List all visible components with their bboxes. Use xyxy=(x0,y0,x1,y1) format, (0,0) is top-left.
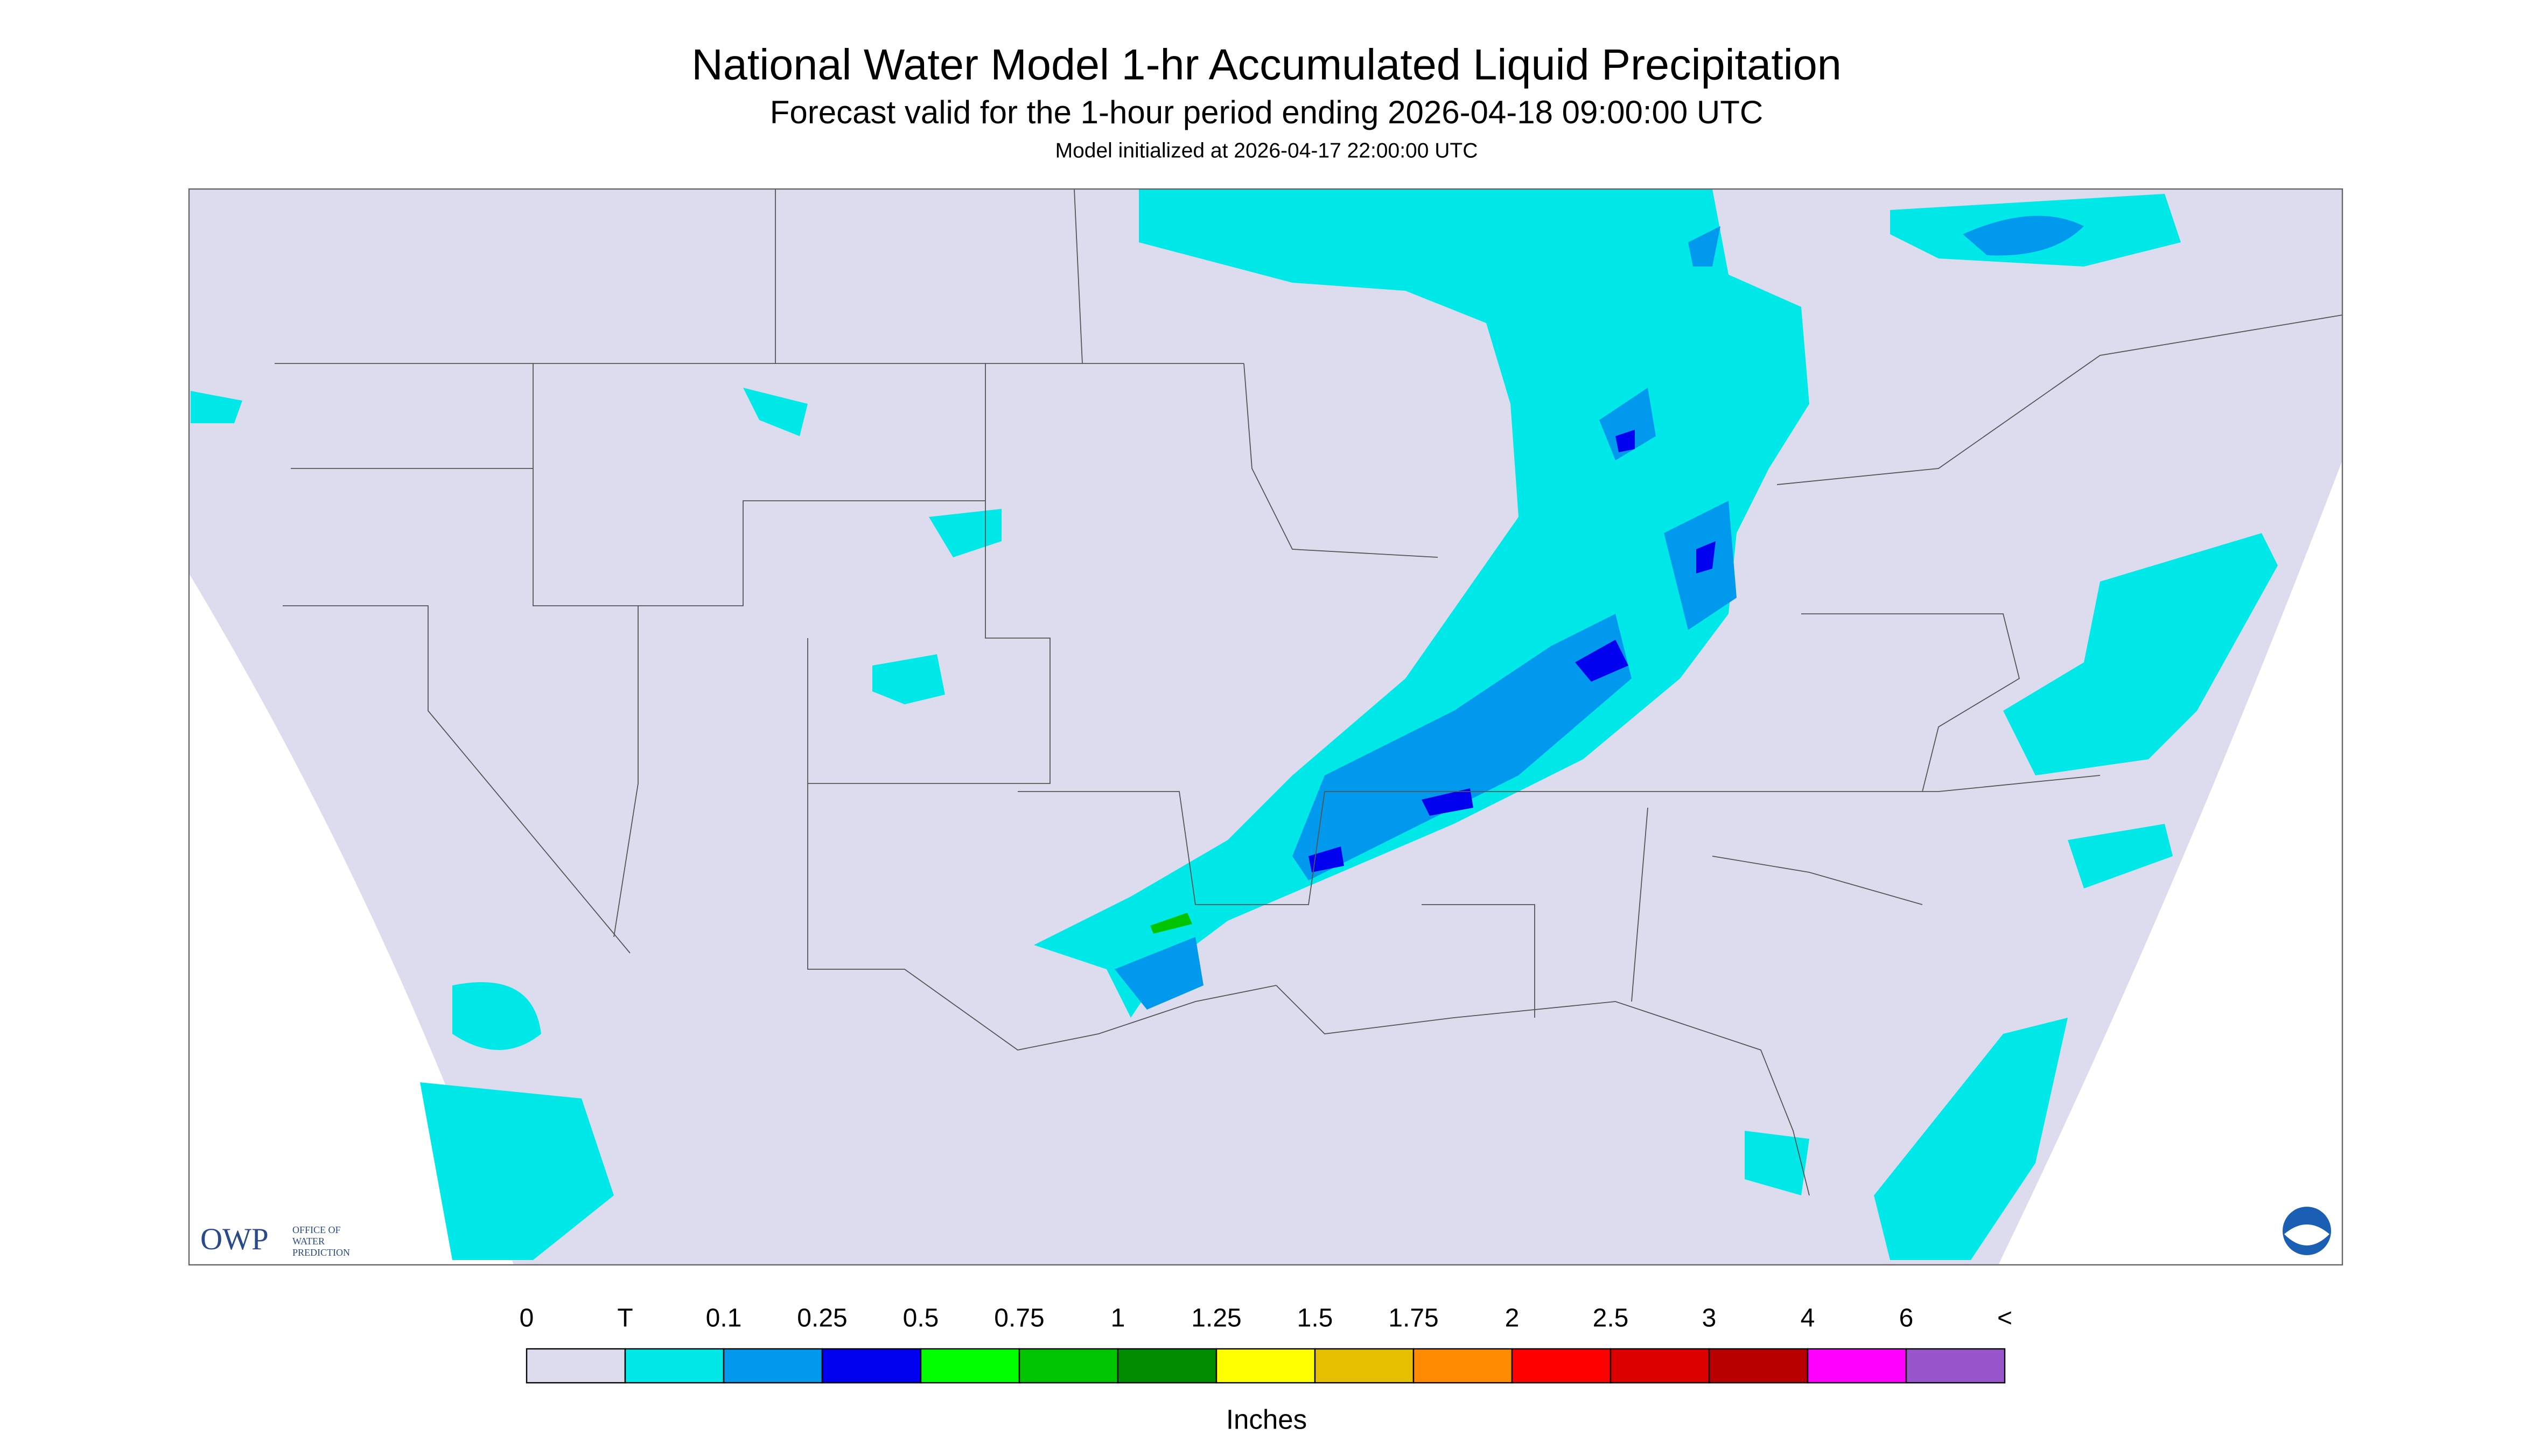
legend: 0 T 0.1 0.25 0.5 0.75 1 1.25 1.5 1.75 2 2.5 3 4 6 < xyxy=(520,1304,2012,1384)
legend-swatch xyxy=(1807,1348,1907,1384)
model-domain xyxy=(189,189,2342,1265)
legend-swatch xyxy=(1511,1348,1612,1384)
legend-swatch xyxy=(1412,1348,1513,1384)
precip-heavy xyxy=(1150,913,1192,934)
legend-swatch xyxy=(1708,1348,1809,1384)
legend-swatch xyxy=(1018,1348,1119,1384)
logo-owp: OWP xyxy=(200,1222,269,1256)
legend-label: 1.5 xyxy=(1297,1304,1333,1333)
title: National Water Model 1-hr Accumulated Li… xyxy=(691,40,1842,89)
legend-swatch xyxy=(1905,1348,2006,1384)
precip-moderate xyxy=(1309,430,1716,873)
legend-label: 4 xyxy=(1801,1304,1815,1333)
legend-swatch xyxy=(1610,1348,1710,1384)
legend-label: 1.25 xyxy=(1191,1304,1241,1333)
map: OWP OFFICE OF WATER PREDICTION xyxy=(188,188,2343,1266)
legend-label: 1 xyxy=(1111,1304,1125,1333)
legend-label: 2.5 xyxy=(1593,1304,1629,1333)
legend-unit: Inches xyxy=(1226,1404,1307,1434)
legend-label: 1.75 xyxy=(1388,1304,1438,1333)
legend-swatch xyxy=(1314,1348,1415,1384)
legend-label: 6 xyxy=(1899,1304,1914,1333)
legend-swatch xyxy=(624,1348,725,1384)
subtitle: Forecast valid for the 1-hour period end… xyxy=(770,94,1763,130)
logo-text: PREDICTION xyxy=(292,1247,350,1258)
legend-label: T xyxy=(617,1304,633,1333)
legend-swatch xyxy=(1215,1348,1316,1384)
legend-label: 3 xyxy=(1702,1304,1717,1333)
legend-swatch xyxy=(526,1348,626,1384)
precip-light xyxy=(1115,215,2084,1010)
borders xyxy=(275,188,2343,1196)
legend-label: 0.5 xyxy=(903,1304,939,1333)
legend-label: 0 xyxy=(520,1304,534,1333)
legend-label: < xyxy=(1997,1304,2012,1333)
legend-swatch xyxy=(723,1348,823,1384)
legend-swatch xyxy=(821,1348,922,1384)
legend-label: 0.25 xyxy=(797,1304,847,1333)
logo-text: WATER xyxy=(292,1236,325,1247)
init-note: Model initialized at 2026-04-17 22:00:00… xyxy=(1055,139,1478,162)
legend-swatch xyxy=(920,1348,1020,1384)
noaa-logo-wave xyxy=(2284,1224,2329,1246)
legend-label: 0.1 xyxy=(706,1304,742,1333)
logo-text: OFFICE OF xyxy=(292,1224,341,1235)
map-frame xyxy=(188,188,2343,1266)
legend-label: 2 xyxy=(1505,1304,1520,1333)
legend-swatch xyxy=(1117,1348,1217,1384)
legend-label: 0.75 xyxy=(994,1304,1044,1333)
